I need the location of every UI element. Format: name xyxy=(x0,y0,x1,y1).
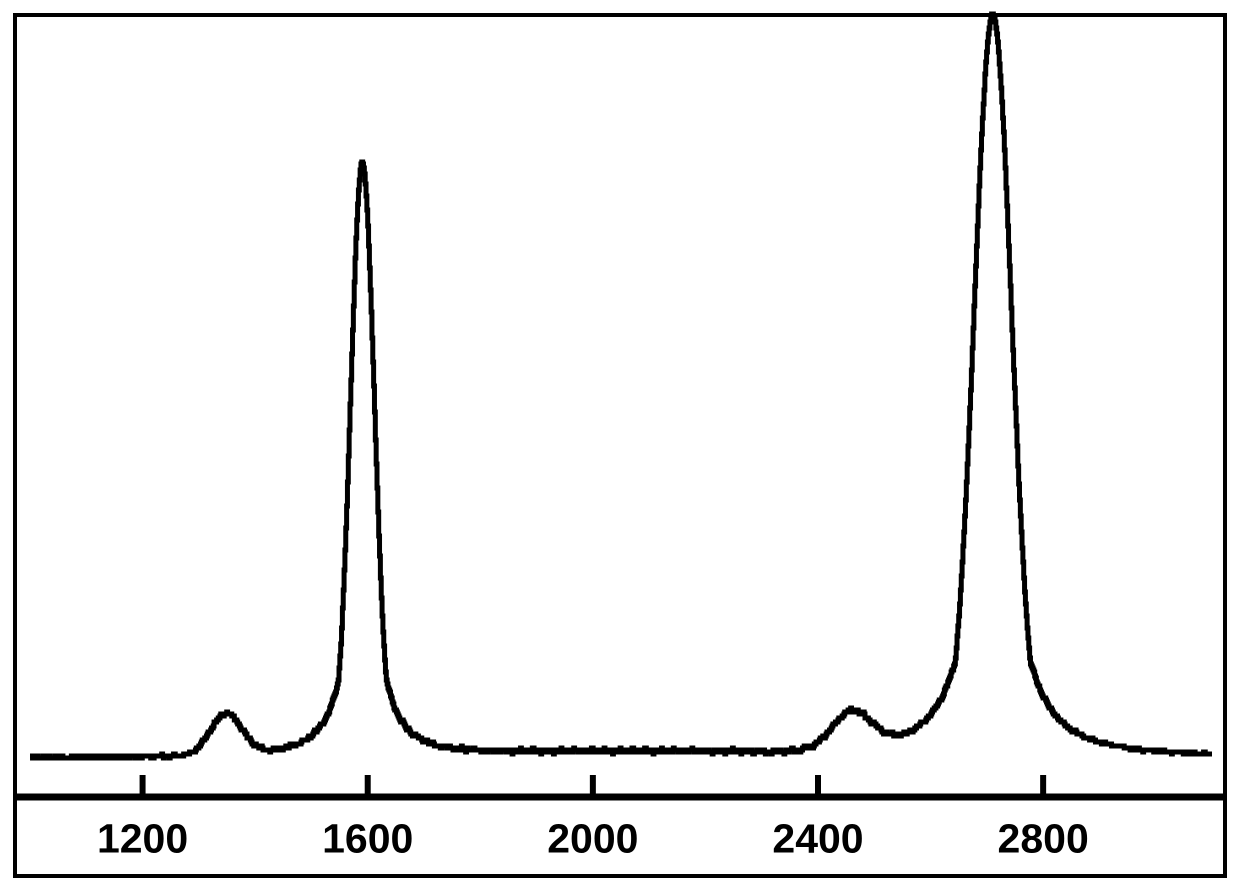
tick-label-1600: 1600 xyxy=(322,816,413,862)
tick-label-2000: 2000 xyxy=(547,816,638,862)
tick-label-2400: 2400 xyxy=(772,816,863,862)
tick-label-2800: 2800 xyxy=(998,816,1089,862)
tick-label-1200: 1200 xyxy=(97,816,188,862)
spectrum-chart: 1200 1600 2000 2400 2800 xyxy=(0,0,1240,891)
